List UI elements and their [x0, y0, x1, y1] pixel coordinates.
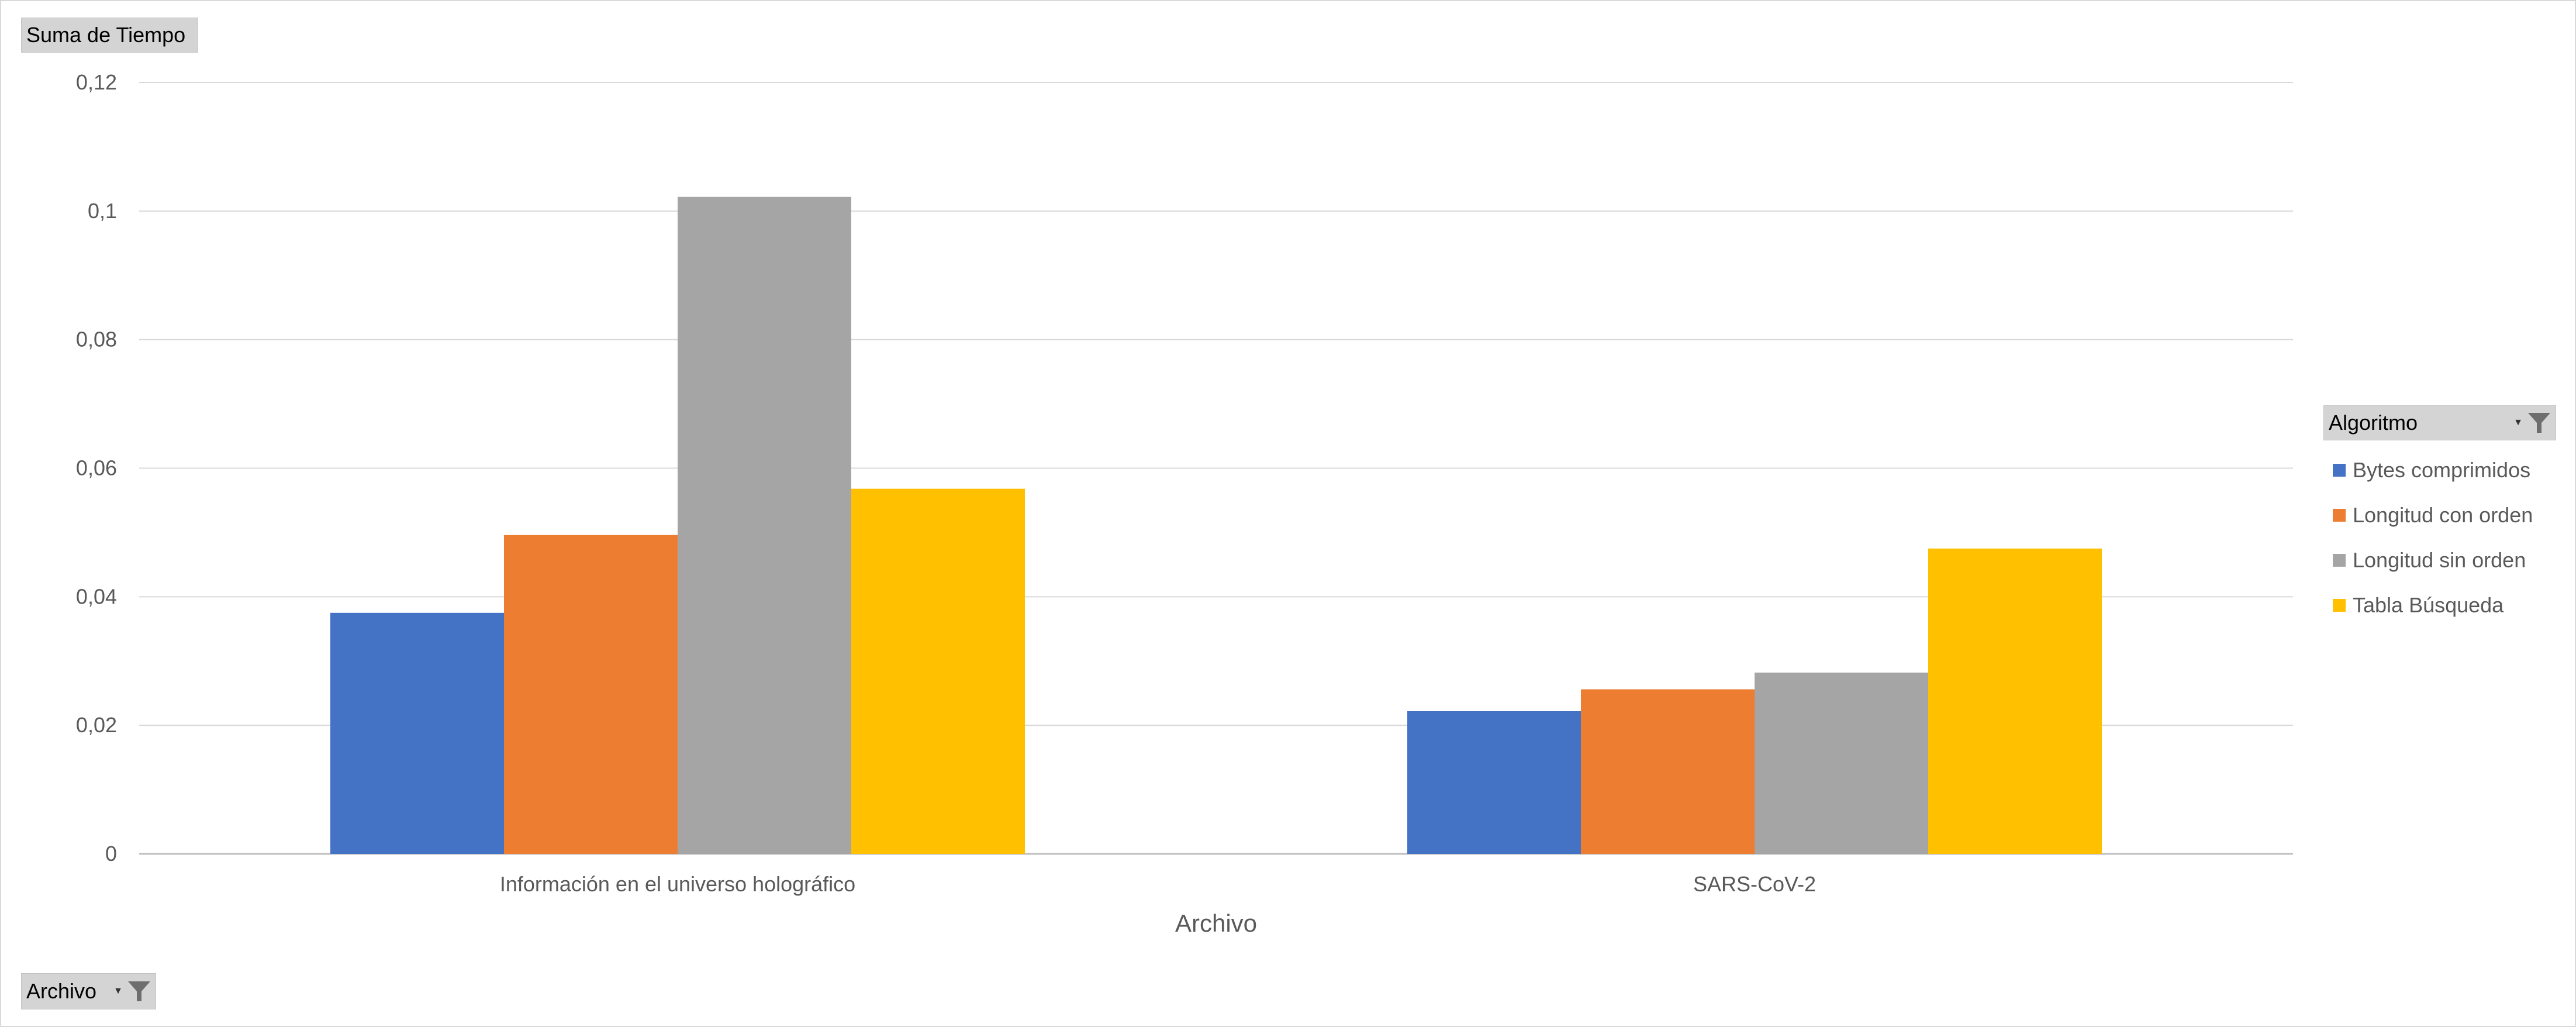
- legend-swatch: [2333, 553, 2346, 567]
- bar[interactable]: [1755, 673, 1928, 854]
- y-tick-label: 0,1: [88, 199, 117, 223]
- legend: Bytes comprimidos Longitud con orden Lon…: [2333, 447, 2533, 628]
- axis-filter-control[interactable]: ▼: [113, 978, 152, 1004]
- legend-filter-control[interactable]: ▼: [2513, 410, 2552, 436]
- legend-field-button[interactable]: Algoritmo ▼: [2323, 405, 2556, 440]
- y-tick-label: 0,08: [76, 328, 117, 351]
- y-tick-label: 0,12: [76, 70, 117, 94]
- x-tick-label: SARS-CoV-2: [1693, 872, 1816, 896]
- bar[interactable]: [1581, 689, 1755, 854]
- bar[interactable]: [1407, 711, 1581, 854]
- x-axis-title: Archivo: [1175, 909, 1257, 937]
- legend-item-longitud-sin-orden: Longitud sin orden: [2333, 537, 2533, 583]
- legend-label: Longitud sin orden: [2353, 547, 2526, 572]
- legend-label: Tabla Búsqueda: [2353, 592, 2504, 617]
- legend-swatch: [2333, 598, 2346, 612]
- filter-icon: [128, 981, 150, 1001]
- dropdown-arrow-icon: ▼: [113, 986, 123, 996]
- bar[interactable]: [678, 197, 851, 854]
- bar[interactable]: [851, 488, 1025, 854]
- filter-icon: [2528, 413, 2550, 433]
- axis-field-label: Archivo: [26, 979, 97, 1003]
- legend-item-tabla-busqueda: Tabla Búsqueda: [2333, 583, 2533, 628]
- y-tick-label: 0,04: [76, 584, 117, 608]
- legend-field-label: Algoritmo: [2329, 411, 2418, 435]
- bar[interactable]: [330, 612, 504, 854]
- y-tick-label: 0,02: [76, 713, 117, 737]
- axis-field-button[interactable]: Archivo ▼: [21, 973, 156, 1009]
- legend-item-bytes-comprimidos: Bytes comprimidos: [2333, 447, 2533, 492]
- legend-swatch: [2333, 463, 2346, 477]
- bar[interactable]: [1928, 548, 2102, 854]
- legend-item-longitud-con-orden: Longitud con orden: [2333, 492, 2533, 537]
- y-tick-label: 0: [105, 842, 117, 866]
- legend-swatch: [2333, 508, 2346, 522]
- y-tick-label: 0,06: [76, 456, 117, 480]
- bar[interactable]: [504, 535, 678, 854]
- legend-label: Bytes comprimidos: [2353, 457, 2531, 482]
- dropdown-arrow-icon: ▼: [2513, 418, 2523, 428]
- value-field-label: Suma de Tiempo: [26, 23, 186, 47]
- value-field-button[interactable]: Suma de Tiempo: [21, 18, 198, 53]
- x-tick-label: Información en el universo holográfico: [500, 872, 855, 896]
- legend-label: Longitud con orden: [2353, 502, 2533, 527]
